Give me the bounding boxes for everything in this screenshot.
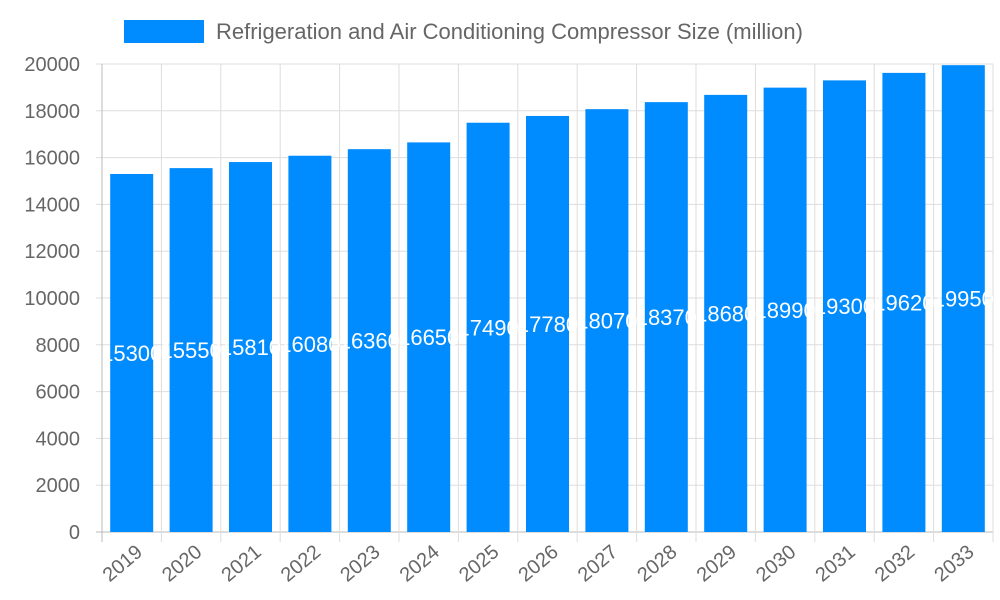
y-tick-label: 2000 (36, 475, 81, 497)
bar[interactable] (466, 122, 510, 532)
data-label: 18070 (576, 309, 637, 334)
y-tick-label: 0 (69, 522, 80, 544)
y-tick-label: 10000 (24, 288, 80, 310)
data-label: 18990 (755, 298, 816, 323)
x-tick-label: 2029 (693, 541, 741, 586)
data-label: 15810 (220, 335, 281, 360)
legend-label[interactable]: Refrigeration and Air Conditioning Compr… (216, 19, 803, 44)
y-tick-label: 12000 (24, 241, 80, 263)
data-label: 16360 (339, 329, 400, 354)
bar[interactable] (704, 94, 748, 532)
x-tick-label: 2033 (930, 541, 978, 586)
y-tick-label: 6000 (36, 382, 81, 404)
data-label: 16080 (279, 332, 340, 357)
data-label: 18370 (636, 305, 697, 330)
x-tick-label: 2019 (99, 541, 147, 586)
data-label: 19620 (873, 290, 934, 315)
x-tick-label: 2020 (158, 541, 206, 586)
bar[interactable] (823, 80, 866, 532)
bar[interactable] (882, 72, 926, 532)
x-tick-label: 2031 (811, 541, 859, 586)
data-label: 17780 (517, 312, 578, 337)
bar[interactable] (763, 87, 807, 532)
x-tick-label: 2025 (455, 541, 503, 586)
x-tick-label: 2032 (871, 541, 919, 586)
data-label: 16650 (398, 325, 459, 350)
y-tick-label: 20000 (24, 54, 80, 76)
bar[interactable] (941, 65, 985, 533)
data-label: 15550 (161, 338, 222, 363)
bar[interactable] (407, 142, 451, 532)
legend-swatch[interactable] (124, 20, 204, 43)
bar[interactable] (229, 162, 272, 532)
y-tick-label: 18000 (24, 101, 80, 123)
bar[interactable] (169, 168, 213, 532)
x-tick-label: 2027 (574, 541, 622, 586)
x-tick-label: 2022 (277, 541, 325, 586)
bar[interactable] (526, 115, 569, 532)
bar[interactable] (347, 149, 391, 532)
x-tick-label: 2023 (336, 541, 384, 586)
x-tick-label: 2024 (396, 541, 444, 586)
data-label: 17490 (458, 315, 519, 340)
bar[interactable] (644, 102, 688, 532)
y-tick-label: 16000 (24, 148, 80, 170)
y-tick-label: 14000 (24, 194, 80, 216)
data-label: 18680 (695, 301, 756, 326)
y-tick-label: 8000 (36, 335, 81, 357)
bar[interactable] (585, 109, 629, 533)
y-tick-label: 4000 (36, 428, 81, 450)
bar[interactable] (288, 155, 332, 532)
data-label: 19300 (814, 294, 875, 319)
x-tick-label: 2028 (633, 541, 681, 586)
x-tick-label: 2021 (217, 541, 265, 586)
x-tick-label: 2026 (514, 541, 562, 586)
data-label: 15300 (101, 341, 162, 366)
x-tick-label: 2030 (752, 541, 800, 586)
bar[interactable] (110, 173, 154, 533)
data-label: 19950 (933, 287, 994, 312)
